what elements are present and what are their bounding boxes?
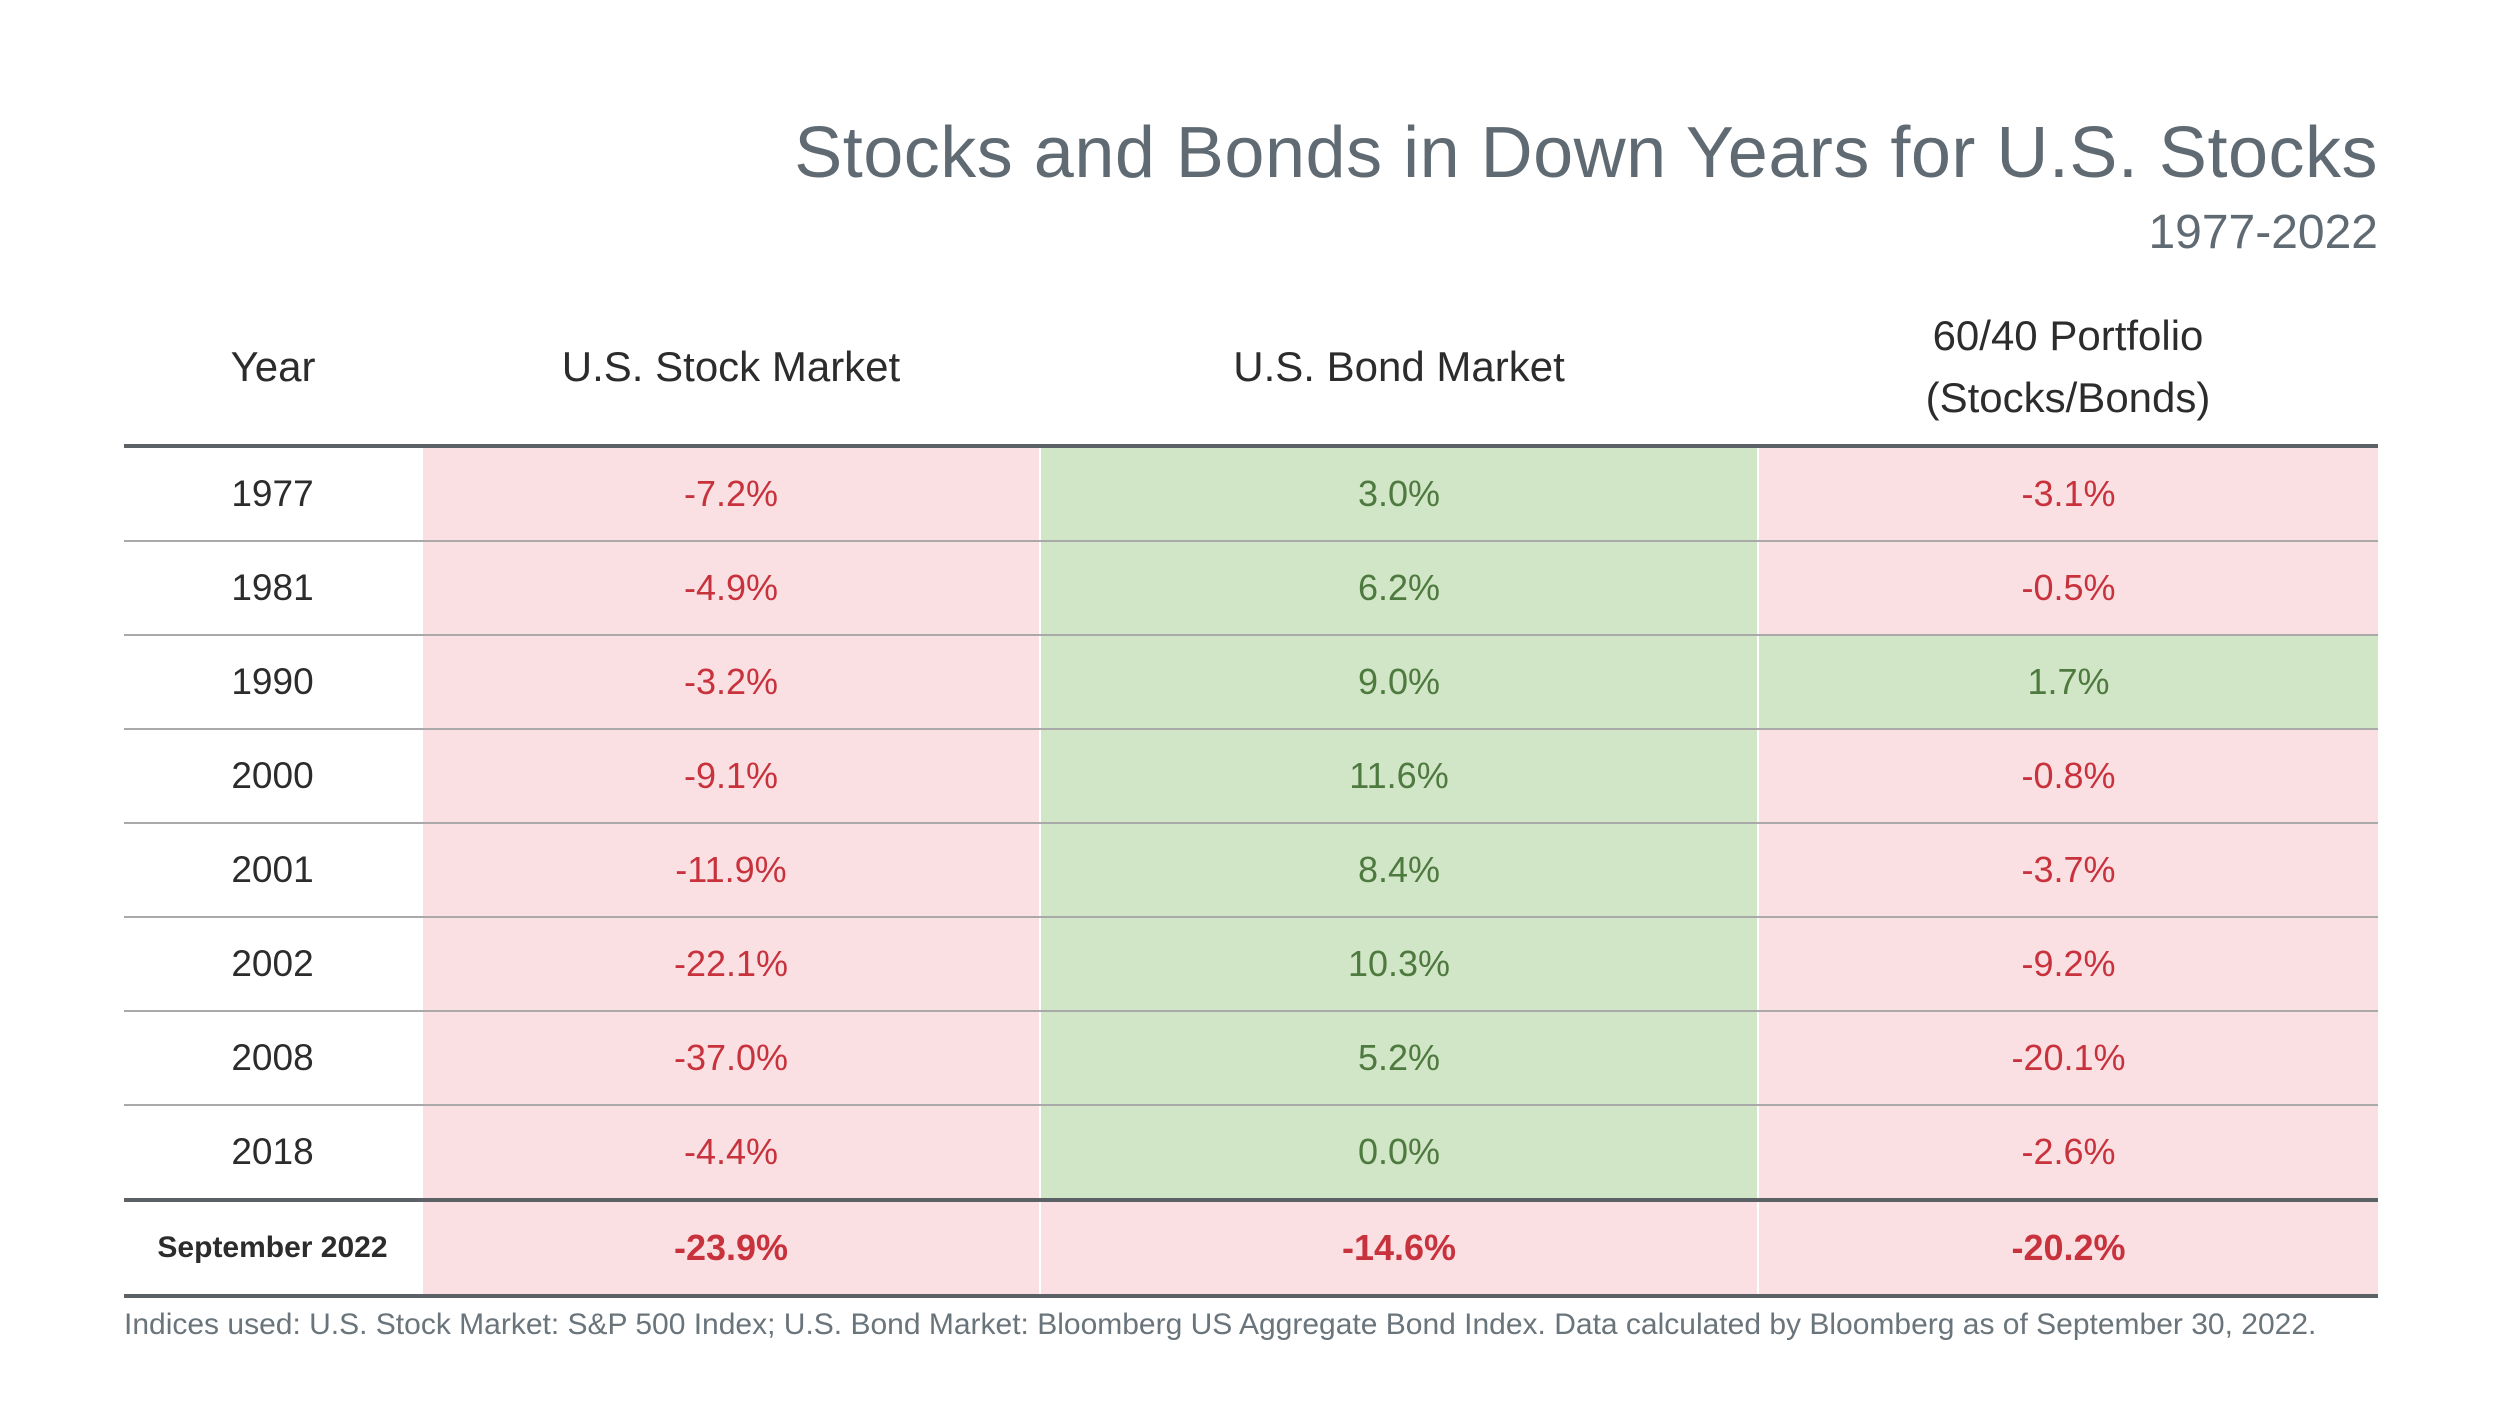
year-cell: 2001 bbox=[124, 823, 422, 918]
stock-return-cell: -23.9% bbox=[421, 1198, 1040, 1298]
table-row: September 2022 -23.9% -14.6% -20.2% bbox=[124, 1198, 2378, 1298]
stock-return-cell: -37.0% bbox=[421, 1011, 1040, 1106]
chart-title: Stocks and Bonds in Down Years for U.S. … bbox=[794, 113, 2378, 193]
chart-subtitle: 1977-2022 bbox=[2148, 206, 2378, 259]
bond-return-cell: 9.0% bbox=[1039, 635, 1758, 730]
stock-return-cell: -9.1% bbox=[421, 729, 1040, 824]
table-row: 1977 -7.2% 3.0% -3.1% bbox=[124, 446, 2378, 542]
stock-return-cell: -11.9% bbox=[421, 823, 1040, 918]
portfolio-return-cell: -3.1% bbox=[1757, 446, 2378, 542]
bond-return-cell: 8.4% bbox=[1039, 823, 1758, 918]
header-bond: U.S. Bond Market bbox=[1040, 290, 1758, 448]
footnote: Indices used: U.S. Stock Market: S&P 500… bbox=[124, 1308, 2317, 1341]
portfolio-return-cell: 1.7% bbox=[1757, 635, 2378, 730]
bond-return-cell: 5.2% bbox=[1039, 1011, 1758, 1106]
table-row: 1981 -4.9% 6.2% -0.5% bbox=[124, 541, 2378, 636]
stock-return-cell: -22.1% bbox=[421, 917, 1040, 1012]
stock-return-cell: -3.2% bbox=[421, 635, 1040, 730]
table-row: 2008 -37.0% 5.2% -20.1% bbox=[124, 1011, 2378, 1106]
year-cell: 2018 bbox=[124, 1105, 422, 1201]
header-stock: U.S. Stock Market bbox=[422, 290, 1040, 448]
portfolio-return-cell: -20.2% bbox=[1757, 1198, 2378, 1298]
table-body: 1977 -7.2% 3.0% -3.1% 1981 -4.9% 6.2% -0.5% 1990… bbox=[124, 446, 2378, 1298]
table-row: 1990 -3.2% 9.0% 1.7% bbox=[124, 635, 2378, 730]
bond-return-cell: 11.6% bbox=[1039, 729, 1758, 824]
bond-return-cell: 3.0% bbox=[1039, 446, 1758, 542]
stock-return-cell: -7.2% bbox=[421, 446, 1040, 542]
year-cell: 1990 bbox=[124, 635, 422, 730]
stock-return-cell: -4.9% bbox=[421, 541, 1040, 636]
year-cell: 2008 bbox=[124, 1011, 422, 1106]
returns-table: Year U.S. Stock Market U.S. Bond Market … bbox=[124, 290, 2378, 1298]
year-cell: 2002 bbox=[124, 917, 422, 1012]
portfolio-return-cell: -20.1% bbox=[1757, 1011, 2378, 1106]
portfolio-return-cell: -3.7% bbox=[1757, 823, 2378, 918]
bond-return-cell: 10.3% bbox=[1039, 917, 1758, 1012]
table-row: 2000 -9.1% 11.6% -0.8% bbox=[124, 729, 2378, 824]
header-year-label: Year bbox=[230, 343, 316, 390]
year-cell: September 2022 bbox=[124, 1198, 422, 1298]
portfolio-return-cell: -0.5% bbox=[1757, 541, 2378, 636]
portfolio-return-cell: -9.2% bbox=[1757, 917, 2378, 1012]
table-row: 2002 -22.1% 10.3% -9.2% bbox=[124, 917, 2378, 1012]
year-cell: 2000 bbox=[124, 729, 422, 824]
header-portfolio: 60/40 Portfolio (Stocks/Bonds) bbox=[1758, 290, 2378, 448]
table-row: 2018 -4.4% 0.0% -2.6% bbox=[124, 1105, 2378, 1201]
year-cell: 1977 bbox=[124, 446, 422, 542]
stock-return-cell: -4.4% bbox=[421, 1105, 1040, 1201]
header-stock-label: U.S. Stock Market bbox=[561, 343, 901, 390]
table-row: 2001 -11.9% 8.4% -3.7% bbox=[124, 823, 2378, 918]
header-bond-label: U.S. Bond Market bbox=[1233, 343, 1565, 390]
bond-return-cell: 0.0% bbox=[1039, 1105, 1758, 1201]
header-row: Year U.S. Stock Market U.S. Bond Market … bbox=[124, 290, 2378, 448]
bond-return-cell: 6.2% bbox=[1039, 541, 1758, 636]
year-cell: 1981 bbox=[124, 541, 422, 636]
portfolio-return-cell: -0.8% bbox=[1757, 729, 2378, 824]
portfolio-return-cell: -2.6% bbox=[1757, 1105, 2378, 1201]
header-portfolio-label: 60/40 Portfolio (Stocks/Bonds) bbox=[1925, 312, 2211, 421]
bond-return-cell: -14.6% bbox=[1039, 1198, 1758, 1298]
header-year: Year bbox=[124, 290, 422, 448]
